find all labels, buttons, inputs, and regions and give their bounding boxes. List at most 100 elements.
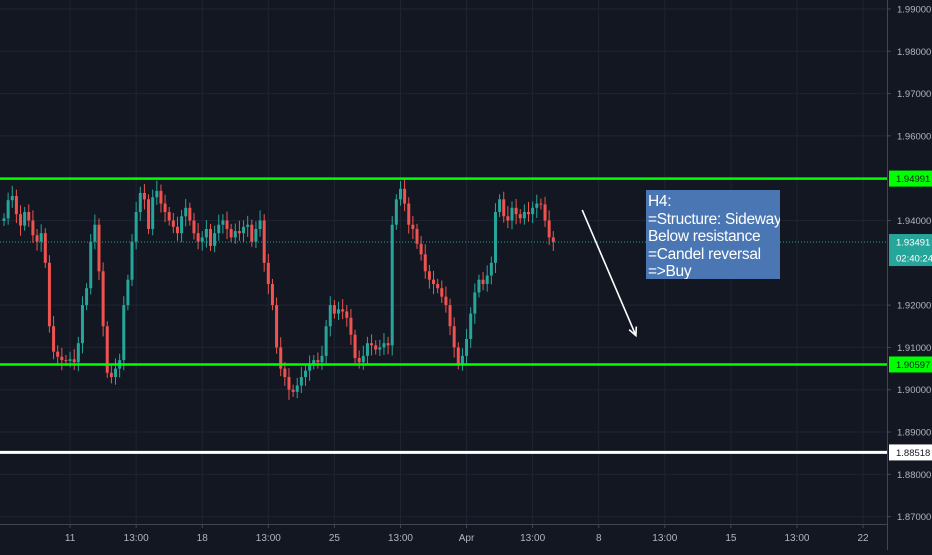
candle-body — [89, 241, 93, 289]
candle-body — [332, 305, 336, 314]
candle-body — [551, 237, 555, 243]
candle-body — [221, 220, 225, 225]
candle-body — [47, 262, 51, 327]
candle-body — [27, 212, 31, 221]
candle-body — [258, 220, 262, 229]
candle-body — [23, 212, 27, 226]
candle-body — [275, 305, 279, 348]
time-axis-label: Apr — [459, 533, 475, 544]
candle-body — [184, 207, 188, 217]
candle-body — [295, 385, 299, 392]
time-axis-label: 22 — [857, 533, 869, 544]
candle-body — [196, 233, 200, 242]
candle-body — [365, 343, 369, 356]
candle-body — [473, 292, 477, 314]
candle-body — [52, 326, 56, 352]
price-axis[interactable]: 1.99000 1.98000 1.97000 1.96000 1.94000 1.920… — [887, 0, 932, 550]
price-axis-label: 1.98000 — [897, 47, 931, 58]
candle-body — [345, 311, 349, 318]
time-axis-label: 13:00 — [124, 533, 149, 544]
candle-body — [209, 228, 212, 246]
candle-body — [130, 241, 134, 280]
candle-body — [233, 231, 237, 238]
countdown-label: 02:40:24 — [896, 254, 932, 265]
candle-body — [303, 370, 307, 378]
candle-body — [72, 359, 76, 363]
candle-body — [510, 207, 514, 221]
level-price-label: 1.90597 — [896, 360, 930, 371]
candle-body — [242, 226, 246, 234]
level-price-tag[interactable] — [889, 356, 932, 373]
arrow-head[interactable] — [628, 326, 638, 338]
candle-body — [93, 224, 97, 242]
candle-body — [469, 313, 473, 339]
candle-body — [85, 288, 89, 306]
current-price-tag[interactable] — [889, 234, 932, 267]
candle-body — [43, 233, 47, 263]
price-axis-label: 1.97000 — [897, 89, 931, 100]
candle-body — [151, 197, 155, 229]
price-axis-label: 1.96000 — [897, 131, 931, 142]
candle-body — [68, 359, 72, 361]
candle-body — [411, 224, 415, 229]
arrow-shaft[interactable] — [581, 209, 637, 336]
level-price-tag[interactable] — [889, 444, 932, 461]
candle-body — [452, 326, 456, 348]
horizontal-levels[interactable] — [0, 177, 887, 454]
price-axis-label: 1.99000 — [897, 4, 931, 15]
candle-body — [328, 305, 332, 327]
candle-body — [398, 188, 402, 200]
candle-body — [535, 203, 539, 208]
candle-body — [337, 309, 341, 314]
candle-body — [19, 214, 23, 226]
candlestick-series — [2, 178, 555, 400]
candle-body — [531, 207, 535, 215]
candle-body — [382, 343, 386, 348]
candle-body — [134, 212, 138, 242]
candle-body — [105, 326, 109, 373]
candle-body — [155, 190, 159, 198]
time-axis-label: 13:00 — [388, 533, 413, 544]
price-axis-label: 1.91000 — [897, 343, 931, 354]
candle-body — [547, 220, 551, 238]
level-price-tag[interactable] — [889, 170, 932, 187]
candle-body — [353, 334, 357, 358]
level-price-label: 1.88518 — [896, 448, 930, 459]
candle-body — [6, 200, 10, 219]
time-axis[interactable]: 11 13:00 18 13:00 25 13:00 Apr 13:00 8 13:00 15 13:… — [0, 524, 887, 550]
candle-body — [163, 203, 167, 213]
candle-body — [361, 355, 365, 363]
trend-arrow[interactable] — [581, 209, 638, 338]
analysis-note[interactable]: H4: =Structure: Sideways Below resistanc… — [646, 190, 780, 279]
candle-body — [378, 347, 382, 350]
candle-body — [192, 220, 196, 234]
candle-body — [481, 279, 485, 284]
candle-body — [506, 216, 510, 221]
candle-body — [138, 193, 142, 213]
candle-body — [427, 271, 431, 280]
note-line-action: =>Buy — [648, 263, 692, 279]
candle-body — [448, 305, 452, 327]
candle-body — [266, 262, 270, 284]
candle-body — [283, 368, 287, 378]
candle-body — [200, 237, 204, 242]
candle-body — [444, 296, 448, 306]
time-axis-label: 8 — [596, 533, 602, 544]
candle-body — [415, 228, 419, 244]
candle-body — [229, 228, 233, 238]
candle-body — [31, 220, 35, 236]
candle-body — [225, 220, 229, 229]
time-axis-label: 11 — [65, 533, 76, 544]
candle-body — [126, 279, 130, 306]
candle-body — [76, 343, 80, 363]
candle-body — [14, 195, 18, 215]
candle-body — [493, 212, 497, 263]
candle-body — [485, 275, 489, 284]
candle-body — [64, 360, 68, 362]
candle-body — [436, 283, 440, 289]
candle-body — [246, 224, 250, 227]
candle-body — [299, 377, 303, 386]
candle-body — [10, 195, 14, 201]
